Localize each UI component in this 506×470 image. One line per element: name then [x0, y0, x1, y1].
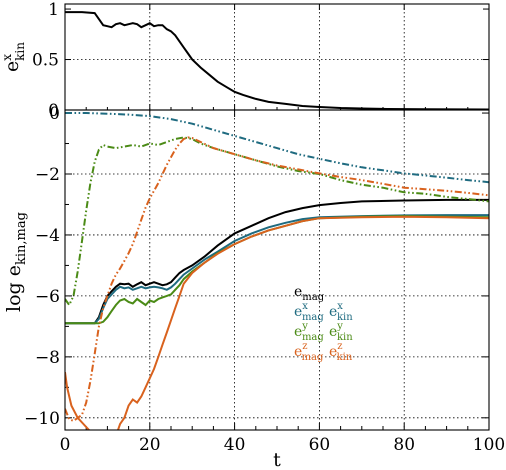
bottom-ytick-label: −10 [24, 409, 60, 429]
bottom-series-line [65, 215, 489, 325]
bottom-series-line [65, 136, 489, 423]
legend-entry: ex mag [294, 301, 324, 323]
bottom-xtick-label: 20 [139, 435, 161, 455]
bottom-ytick-label: −2 [35, 165, 60, 185]
top-ytick-label: 0 [48, 101, 59, 121]
top-ytick-label: 1 [48, 0, 59, 20]
top-panel-ticks [64, 4, 490, 111]
bottom-xtick-label: 60 [309, 435, 331, 455]
bottom-panel-ticks [64, 110, 490, 430]
bottom-panel-grid [65, 110, 489, 430]
bottom-xtick-label: 80 [393, 435, 415, 455]
bottom-panel-xtick-labels: 0 20 40 60 80 100 [60, 435, 506, 455]
bottom-panel-xlabel: t [273, 449, 281, 470]
legend-entry: ex kin [329, 301, 353, 323]
bottom-series-line [65, 214, 489, 325]
bottom-series-line [65, 371, 91, 430]
legend-entry: emag [294, 284, 325, 303]
bottom-panel: 0 −2 −4 −6 −8 −10 0 20 40 60 80 100 t log ekin,mag… [3, 104, 505, 470]
bottom-panel-frame [64, 109, 490, 431]
bottom-ytick-label: −4 [35, 226, 60, 246]
bottom-xtick-label: 100 [473, 435, 505, 455]
bottom-xtick-label: 40 [224, 435, 246, 455]
top-ytick-label: 0.5 [32, 51, 59, 71]
top-panel-frame [64, 3, 490, 111]
legend-entry: ez kin [329, 341, 353, 363]
legend-entry: ey kin [329, 321, 353, 343]
top-panel: 00.51 exkin [0, 0, 490, 121]
top-panel-ytick-labels: 00.51 [32, 0, 59, 121]
top-series-line [65, 11, 489, 110]
bottom-series-line [65, 112, 489, 184]
bottom-series-line [65, 198, 489, 325]
bottom-ytick-label: −6 [35, 287, 60, 307]
top-panel-grid [65, 4, 489, 110]
bottom-panel-ylabel: log ekin,mag [3, 212, 29, 312]
bottom-series-line [65, 136, 489, 307]
bottom-panel-series [65, 112, 489, 430]
bottom-ytick-label: −8 [35, 348, 60, 368]
bottom-series-line [116, 215, 489, 430]
legend-entry: ez mag [294, 341, 324, 363]
bottom-panel-ytick-labels: 0 −2 −4 −6 −8 −10 [24, 104, 60, 429]
top-panel-series [65, 11, 489, 110]
legend-entry: ey mag [294, 321, 324, 343]
top-panel-ylabel: exkin [0, 42, 27, 72]
bottom-ytick-label: 0 [49, 104, 60, 124]
bottom-xtick-label: 0 [60, 435, 71, 455]
